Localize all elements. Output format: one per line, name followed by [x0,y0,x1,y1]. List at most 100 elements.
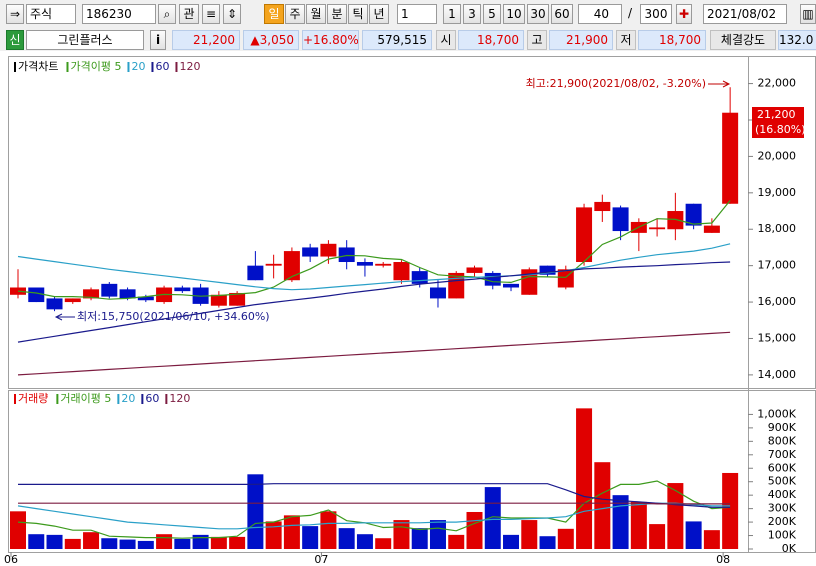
last-rate: (16.80%) [755,123,806,136]
watch-button[interactable]: 관 [179,4,199,24]
moving-average [17,200,731,300]
moving-average [18,502,731,505]
legend-swatch [14,394,16,404]
y-tick-label: 14,000 [758,368,797,381]
high: 21,900 [549,30,613,50]
candle-body [46,298,63,310]
volume-bar [649,524,666,549]
candle-body [612,207,629,232]
legend-swatch [66,62,69,72]
period-button[interactable]: 분 [327,4,347,24]
interval-select[interactable]: 1 [397,4,437,24]
volume-bar [137,540,154,549]
interval-button[interactable]: 10 [503,4,525,24]
candle-body [83,289,100,299]
candle-body [594,201,611,212]
search-button[interactable]: ⌕ [158,4,176,24]
candle-body [429,287,446,299]
period-button[interactable]: 년 [369,4,389,24]
volume-bar [283,515,300,549]
low: 18,700 [638,30,706,50]
candle-body [338,247,355,263]
moving-average [17,261,731,343]
last-price-box [752,107,804,138]
badge: 신 [6,30,24,50]
volume-bar [210,536,227,549]
interval-button[interactable]: 3 [463,4,481,24]
count-input[interactable]: 40 [578,4,622,24]
volume-bar [46,534,63,549]
high-arrowhead [722,80,731,88]
open: 18,700 [458,30,524,50]
candle-body [703,225,720,233]
volume-bar [174,538,191,549]
legend-entry: 20 [131,60,145,73]
volume-bar [539,536,556,549]
volume-bar [521,520,538,549]
x-tick-label: 08 [716,553,730,566]
low-arrowhead [54,313,63,321]
candle-body [521,269,538,295]
volume-bar [466,511,483,549]
legend-swatch [141,394,144,404]
menu-icon[interactable]: ⇒ [6,4,24,24]
volume-bar [356,534,373,549]
legend-entry: 가격이평 5 [70,60,121,73]
interval-button[interactable]: 5 [483,4,501,24]
volume-bar [393,520,410,549]
period-button[interactable]: 주 [285,4,305,24]
low-label: 저 [616,30,636,50]
interval-button[interactable]: 1 [443,4,461,24]
y-tick-label: 600K [768,461,797,474]
code-input[interactable]: 186230 [82,4,156,24]
candle-body [302,247,319,257]
volume-bar [229,536,246,549]
y-tick-label: 700K [768,448,797,461]
period-button[interactable]: 틱 [348,4,368,24]
high-note: 최고:21,900(2021/08/02, -3.20%) [526,77,706,90]
moving-average [18,483,731,508]
stack-button[interactable]: ≡ [202,4,220,24]
volume-bar [28,534,45,549]
y-tick-label: 500K [768,475,797,488]
legend-title: 가격차트 [18,60,58,73]
y-tick-label: 15,000 [758,331,797,344]
volume-bar [192,534,209,549]
volume-bar [265,521,282,549]
volume-bar [503,534,520,549]
period-button[interactable]: 일 [264,4,284,24]
interval-button[interactable]: 60 [551,4,573,24]
period-button[interactable]: 월 [306,4,326,24]
legend-entry: 120 [169,392,190,405]
candle-body [283,251,300,281]
candle-body [28,287,45,303]
spin-button[interactable]: ⇕ [223,4,241,24]
volume-bar [83,532,100,549]
volume-bar [64,538,81,549]
x-tick-label: 07 [314,553,328,566]
market-select[interactable]: 주식 [26,4,76,24]
option-icon[interactable]: ✚ [676,4,692,24]
volume-bar [685,521,702,549]
volume-bar [484,487,501,549]
date-input[interactable]: 2021/08/02 [703,4,787,24]
volume-bar [119,539,136,549]
candle-body [466,267,483,273]
candle-body [265,263,282,266]
volume-bar [703,530,720,549]
volume-bar [338,528,355,549]
volume-bar [320,511,337,549]
candle-body [685,203,702,226]
volume-bar [667,483,684,549]
info-button[interactable]: i [150,30,166,50]
total-input[interactable]: 300 [640,4,672,24]
change-rate: +16.80% [302,30,359,50]
y-tick-label: 20,000 [758,149,797,162]
y-tick-label: 800K [768,434,797,447]
legend-entry: 60 [145,392,159,405]
interval-button[interactable]: 30 [527,4,549,24]
volume-bar [411,528,428,549]
legend-entry: 60 [155,60,169,73]
